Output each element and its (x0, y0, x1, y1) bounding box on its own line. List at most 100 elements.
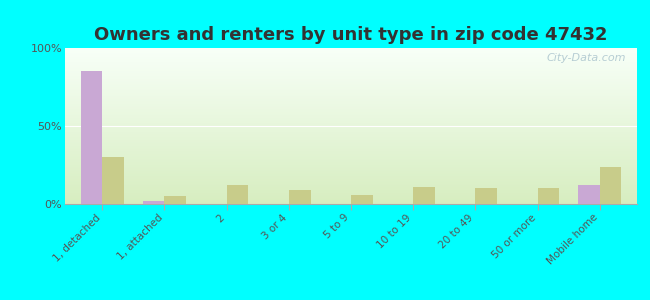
Bar (65, 68, 637, 70)
Bar (65, 117, 637, 118)
Bar (164, 196, 187, 204)
Bar (65, 128, 637, 129)
Bar (65, 87, 637, 88)
Bar (65, 188, 637, 190)
Bar (65, 137, 637, 139)
Bar (65, 156, 637, 157)
Bar (227, 185, 248, 204)
Bar (102, 157, 124, 204)
Bar (65, 126, 637, 128)
Bar (65, 59, 637, 61)
Bar (65, 50, 637, 51)
Bar (65, 84, 637, 86)
Bar (65, 90, 637, 92)
Bar (81, 71, 102, 204)
Bar (65, 51, 637, 53)
Bar (65, 107, 637, 109)
Bar (65, 121, 637, 123)
Bar (65, 181, 637, 182)
Bar (65, 53, 637, 54)
Bar (65, 109, 637, 110)
Bar (65, 96, 637, 98)
Bar (65, 168, 637, 170)
Bar (65, 154, 637, 156)
Bar (65, 164, 637, 165)
Title: Owners and renters by unit type in zip code 47432: Owners and renters by unit type in zip c… (94, 26, 608, 44)
Bar (65, 148, 637, 149)
Bar (65, 199, 637, 201)
Bar (65, 162, 637, 164)
Bar (65, 79, 637, 81)
Bar (65, 151, 637, 152)
Bar (65, 124, 637, 126)
Bar (65, 135, 637, 137)
Bar (65, 195, 637, 196)
Bar (65, 113, 637, 115)
Bar (65, 149, 637, 151)
Bar (65, 93, 637, 95)
Bar (65, 176, 637, 178)
Bar (65, 134, 637, 135)
Bar (65, 123, 637, 124)
Bar (65, 71, 637, 73)
Bar (65, 101, 637, 103)
Bar (65, 120, 637, 121)
Bar (65, 165, 637, 166)
Bar (65, 157, 637, 159)
Bar (65, 185, 637, 187)
Bar (65, 112, 637, 113)
Bar (65, 201, 637, 202)
Bar (413, 187, 435, 204)
Bar (65, 178, 637, 179)
Bar (65, 61, 637, 62)
Bar (65, 110, 637, 112)
Bar (65, 115, 637, 117)
Bar (65, 202, 637, 204)
Bar (578, 185, 600, 204)
Bar (65, 184, 637, 185)
Bar (65, 48, 637, 50)
Bar (65, 56, 637, 57)
Bar (65, 74, 637, 76)
Bar (475, 188, 497, 204)
Bar (65, 62, 637, 64)
Bar (65, 179, 637, 181)
Bar (65, 132, 637, 134)
Bar (65, 103, 637, 104)
Bar (538, 188, 559, 204)
Bar (65, 167, 637, 168)
Bar (65, 129, 637, 131)
Bar (65, 81, 637, 82)
Bar (65, 196, 637, 198)
Bar (65, 170, 637, 171)
Bar (65, 64, 637, 65)
Bar (65, 100, 637, 101)
Bar (65, 159, 637, 160)
Bar (65, 198, 637, 199)
Bar (65, 174, 637, 176)
Bar (65, 191, 637, 193)
Bar (65, 145, 637, 146)
Bar (65, 70, 637, 71)
Bar (65, 193, 637, 195)
Bar (65, 95, 637, 96)
Bar (65, 106, 637, 107)
Text: City-Data.com: City-Data.com (546, 53, 625, 63)
Bar (65, 187, 637, 188)
Bar (65, 73, 637, 74)
Bar (65, 190, 637, 191)
Bar (65, 171, 637, 173)
Bar (65, 76, 637, 78)
Bar (65, 57, 637, 59)
Bar (65, 118, 637, 120)
Bar (65, 160, 637, 162)
Bar (143, 201, 164, 204)
Bar (65, 143, 637, 145)
Bar (65, 54, 637, 56)
Bar (65, 65, 637, 67)
Bar (65, 82, 637, 84)
Bar (65, 152, 637, 154)
Bar (65, 146, 637, 148)
Bar (65, 78, 637, 79)
Bar (65, 182, 637, 184)
